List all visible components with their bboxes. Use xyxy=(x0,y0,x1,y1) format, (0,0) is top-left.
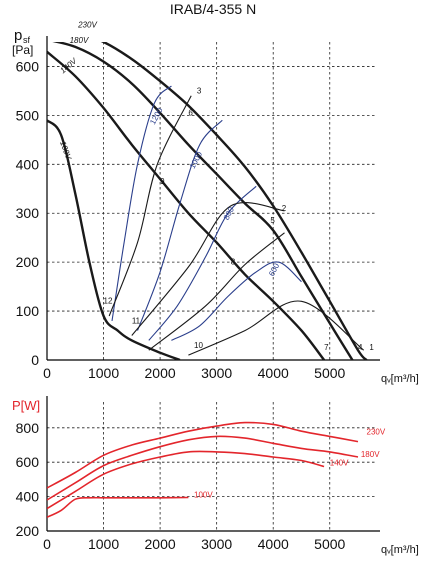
point-label: 8 xyxy=(231,258,236,267)
fan-curve xyxy=(47,119,181,360)
curve-label: 800 xyxy=(222,205,236,221)
curve-label: 230V xyxy=(77,20,97,29)
y-axis-label: P[W] xyxy=(12,398,40,413)
curve-label: 180V xyxy=(70,36,89,45)
x-tick-label: 5000 xyxy=(314,536,345,552)
y-tick-label: 100 xyxy=(16,303,40,319)
curve-label: 230V xyxy=(367,428,386,437)
x-tick-label: 3000 xyxy=(201,536,232,552)
y-tick-label: 800 xyxy=(16,420,40,436)
x-tick-label: 3000 xyxy=(201,365,232,381)
x-axis-label: qᵥ[m³/h] xyxy=(381,373,419,385)
point-label: 6 xyxy=(188,108,193,117)
curve-label: 180V xyxy=(361,450,380,459)
y-tick-label: 300 xyxy=(16,205,40,221)
fan-curve xyxy=(100,42,368,360)
curve-label: 140V xyxy=(330,459,349,468)
x-tick-label: 2000 xyxy=(145,536,176,552)
x-tick-label: 1000 xyxy=(88,365,119,381)
y-tick-label: 600 xyxy=(16,454,40,470)
rpm-curve xyxy=(171,261,302,341)
series-group xyxy=(47,421,359,518)
point-label: 9 xyxy=(160,177,165,186)
rpm-curve xyxy=(136,119,223,331)
pressure-chart: 0 1000 2000 3000 4000 5000 0 100 200 300 400 500 600… xyxy=(12,1,419,385)
y-tick-label: 200 xyxy=(16,254,40,270)
y-axis-label: p xyxy=(14,27,22,44)
point-label: 7 xyxy=(324,343,329,352)
x-axis-label: qᵥ[m³/h] xyxy=(381,544,419,556)
point-label: 11 xyxy=(132,316,141,325)
y-tick-label: 0 xyxy=(31,352,39,368)
system-curve xyxy=(108,95,192,317)
point-label: 10 xyxy=(194,341,203,350)
rpm-curve xyxy=(111,85,172,321)
system-curve xyxy=(131,202,285,336)
power-curve xyxy=(47,450,325,510)
curve-label: 140V xyxy=(58,56,79,75)
y-tick-label: 200 xyxy=(16,523,40,539)
x-tick-label: 0 xyxy=(43,365,51,381)
y-axis-unit: [Pa] xyxy=(12,43,33,57)
point-label: 2 xyxy=(282,204,287,213)
power-curve xyxy=(47,421,359,489)
y-tick-label: 500 xyxy=(16,107,40,123)
x-tick-label: 0 xyxy=(43,536,51,552)
fan-curve xyxy=(52,42,354,360)
curve-label: 100V xyxy=(58,140,73,161)
system-curve xyxy=(148,232,285,351)
rpm-curve xyxy=(148,185,257,341)
x-tick-label: 4000 xyxy=(258,536,289,552)
power-curve xyxy=(47,496,189,518)
fan-curve xyxy=(47,50,326,360)
power-chart: 0 1000 2000 3000 4000 5000 200 400 600 800 qᵥ[m³/h… xyxy=(12,396,419,556)
power-curve xyxy=(47,435,359,501)
y-tick-label: 400 xyxy=(16,489,40,505)
chart-title: IRAB/4-355 N xyxy=(170,1,256,17)
point-label: 1 xyxy=(369,343,374,352)
curve-label: 100V xyxy=(194,490,213,499)
x-tick-label: 4000 xyxy=(258,365,289,381)
point-label: 3 xyxy=(197,86,202,95)
point-label: 12 xyxy=(104,297,113,306)
system-curve xyxy=(188,300,365,356)
y-axis-label-sub: sf xyxy=(23,35,31,45)
x-tick-label: 2000 xyxy=(145,365,176,381)
series-group xyxy=(47,42,368,360)
point-label: 4 xyxy=(358,343,363,352)
y-tick-label: 600 xyxy=(16,58,40,74)
x-tick-label: 5000 xyxy=(314,365,345,381)
y-tick-label: 400 xyxy=(16,156,40,172)
point-label: 5 xyxy=(270,216,275,225)
x-tick-label: 1000 xyxy=(88,536,119,552)
